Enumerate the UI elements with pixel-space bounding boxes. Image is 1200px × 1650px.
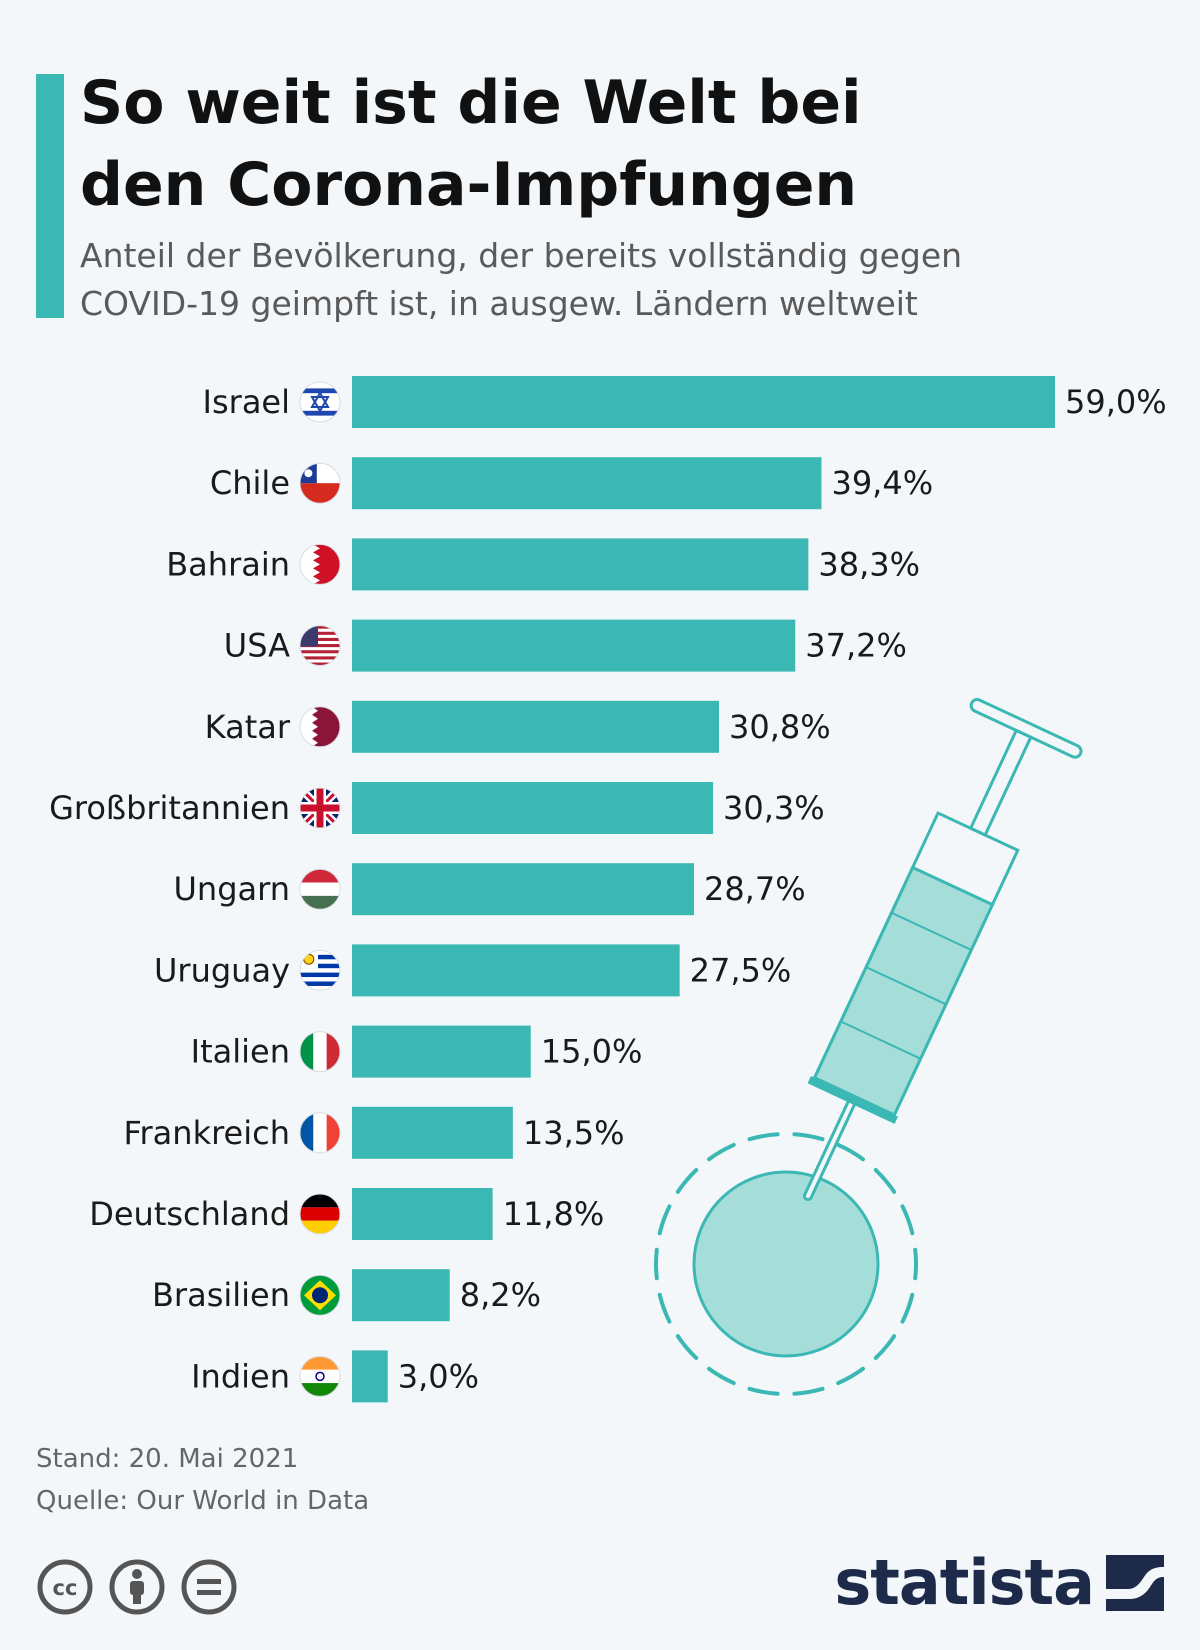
category-label-indien: Indien [191,1357,290,1395]
svg-text:cc: cc [53,1576,78,1600]
value-label-usa: 37,2% [805,627,907,665]
chart-title: So weit ist die Welt bei den Corona-Impf… [80,62,1160,226]
category-label-israel: Israel [203,383,290,421]
flag-bahrain-icon [300,544,340,584]
flag-grossbritannien-icon [300,788,340,828]
flag-israel-icon [300,382,340,422]
value-label-deutschland: 11,8% [503,1195,605,1233]
category-label-deutschland: Deutschland [89,1195,290,1233]
nd-icon[interactable] [180,1558,238,1616]
category-label-ungarn: Ungarn [174,870,291,908]
cc-icon[interactable]: cc [36,1558,94,1616]
source-note: Quelle: Our World in Data [36,1486,369,1516]
flag-ungarn-icon [300,869,340,910]
bar-usa [352,620,795,672]
statista-brand[interactable]: statista [834,1546,1164,1619]
flag-katar-icon [300,707,340,747]
value-label-katar: 30,8% [729,708,831,746]
bar-frankreich [352,1107,513,1159]
flag-chile-icon [300,463,340,503]
category-label-frankreich: Frankreich [123,1114,290,1152]
value-label-indien: 3,0% [398,1357,479,1395]
syringe-virus-illustration [656,698,1083,1394]
flag-usa-icon [300,626,340,666]
value-label-frankreich: 13,5% [523,1114,625,1152]
category-label-uruguay: Uruguay [154,951,290,989]
category-label-grossbritannien: Großbritannien [49,789,290,827]
value-label-uruguay: 27,5% [690,951,792,989]
category-label-bahrain: Bahrain [166,545,290,583]
flag-italien-icon [300,1032,341,1072]
date-note: Stand: 20. Mai 2021 [36,1444,298,1474]
brand-name: statista [834,1546,1094,1619]
bar-brasilien [352,1269,450,1321]
value-label-israel: 59,0% [1065,383,1167,421]
category-label-chile: Chile [210,464,290,502]
value-label-italien: 15,0% [541,1033,643,1071]
bar-uruguay [352,944,680,996]
bar-deutschland [352,1188,493,1240]
bar-chart: Israel 59,0% Chile 39,4% Bahrain 38,3% USA 37,2… [0,360,1200,1420]
flag-brasilien-icon [300,1275,340,1315]
value-label-brasilien: 8,2% [460,1276,541,1314]
statista-logo-icon [1106,1555,1164,1611]
flag-frankreich-icon [300,1113,341,1153]
flag-indien-icon [300,1356,340,1397]
by-icon[interactable] [108,1558,166,1616]
category-label-usa: USA [224,627,290,665]
bar-katar [352,701,719,753]
bar-grossbritannien [352,782,713,834]
bar-bahrain [352,538,808,590]
value-label-chile: 39,4% [831,464,933,502]
title-accent-bar [36,74,64,318]
category-label-katar: Katar [205,708,291,746]
flag-deutschland-icon [300,1194,340,1235]
license-icons: cc [36,1558,238,1616]
category-label-italien: Italien [191,1033,290,1071]
bar-israel [352,376,1055,428]
chart-subtitle: Anteil der Bevölkerung, der bereits voll… [80,232,1170,328]
flag-uruguay-icon [300,950,340,990]
bar-chile [352,457,821,509]
value-label-grossbritannien: 30,3% [723,789,825,827]
category-label-brasilien: Brasilien [152,1276,290,1314]
bar-italien [352,1026,531,1078]
value-label-ungarn: 28,7% [704,870,806,908]
bar-ungarn [352,863,694,915]
bar-indien [352,1350,388,1402]
value-label-bahrain: 38,3% [818,545,920,583]
